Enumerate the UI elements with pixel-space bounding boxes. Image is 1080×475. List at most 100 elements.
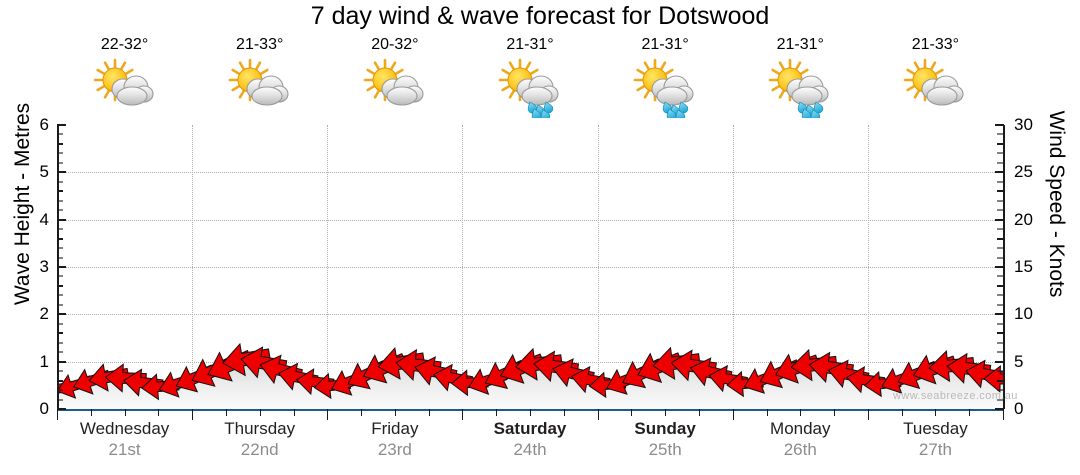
right-axis-tick-label: 15 bbox=[1014, 257, 1033, 276]
temperature-range: 21-31° bbox=[506, 36, 554, 53]
day-date: 26th bbox=[783, 440, 817, 459]
left-axis-tick bbox=[57, 218, 66, 221]
sun-behind-cloud-icon bbox=[226, 56, 294, 118]
day-header-row: 22-32° 21-33° 20-32° 21-31° 21-31° 21-31… bbox=[57, 36, 1003, 126]
right-axis-tick-label: 0 bbox=[1014, 399, 1024, 418]
right-axis-minor-tick bbox=[997, 341, 1003, 344]
day-header: 22-32° bbox=[57, 36, 192, 126]
left-axis-tick-label: 1 bbox=[39, 351, 49, 371]
x-axis-tick bbox=[563, 409, 565, 416]
day-date: 25th bbox=[648, 440, 682, 459]
right-axis-tick-label: 25 bbox=[1014, 162, 1033, 182]
right-axis-minor-tick bbox=[997, 133, 1003, 136]
gridline-day-separator bbox=[867, 125, 869, 409]
left-axis-minor-tick bbox=[57, 332, 63, 335]
right-axis-tick-label: 20 bbox=[1014, 209, 1033, 229]
wave-height-area bbox=[57, 353, 1003, 409]
x-axis-tick bbox=[428, 409, 430, 416]
right-axis-minor-tick bbox=[997, 294, 1003, 297]
day-header: 21-31° bbox=[733, 36, 868, 126]
temperature-range: 20-32° bbox=[371, 36, 419, 53]
day-name: Wednesday bbox=[79, 419, 170, 438]
gridline-horizontal bbox=[57, 219, 1003, 221]
gridline-day-separator bbox=[192, 125, 194, 409]
left-axis-minor-tick bbox=[57, 142, 63, 145]
temperature-range: 21-31° bbox=[776, 36, 824, 53]
gridline-day-separator bbox=[462, 125, 464, 409]
gridline-day-separator bbox=[327, 125, 329, 409]
x-axis-day-tick bbox=[597, 409, 599, 420]
x-axis-tick bbox=[361, 409, 363, 416]
right-axis-tick bbox=[995, 313, 1004, 316]
left-axis-minor-tick bbox=[57, 370, 63, 373]
left-axis-tick-label: 0 bbox=[39, 399, 49, 418]
right-axis-title: Wind Speed - Knots bbox=[1045, 110, 1068, 298]
left-axis-tick-label: 6 bbox=[39, 115, 49, 134]
left-axis-minor-tick bbox=[57, 190, 63, 193]
day-name: Sunday bbox=[634, 419, 696, 438]
left-axis-tick bbox=[57, 266, 66, 268]
day-header: 21-33° bbox=[868, 36, 1003, 126]
x-axis-day-tick bbox=[57, 409, 58, 420]
x-axis-tick bbox=[800, 409, 802, 416]
right-axis-tick bbox=[995, 171, 1004, 174]
x-axis-tick bbox=[969, 409, 971, 416]
left-axis-minor-tick bbox=[57, 398, 63, 401]
x-axis-tick bbox=[698, 409, 700, 416]
right-axis-minor-tick bbox=[997, 351, 1003, 354]
sun-behind-cloud-icon bbox=[901, 56, 969, 118]
left-axis-minor-tick bbox=[57, 351, 63, 354]
left-axis-tick bbox=[57, 124, 66, 126]
left-axis-minor-tick bbox=[57, 379, 63, 382]
gridline-horizontal bbox=[57, 172, 1003, 174]
x-axis-tick bbox=[496, 409, 498, 416]
right-axis-minor-tick bbox=[997, 322, 1003, 325]
x-axis-tick bbox=[124, 409, 126, 416]
right-axis-minor-tick bbox=[997, 209, 1003, 212]
left-axis-minor-tick bbox=[57, 237, 63, 240]
left-axis-minor-tick bbox=[57, 180, 63, 183]
day-header: 21-33° bbox=[192, 36, 327, 126]
day-footer: Sunday 25th bbox=[598, 418, 733, 470]
left-axis-tick bbox=[57, 313, 66, 316]
x-axis-tick bbox=[293, 409, 295, 416]
right-axis-minor-tick bbox=[997, 284, 1003, 287]
left-axis-minor-tick bbox=[57, 303, 63, 306]
chart-title: 7 day wind & wave forecast for Dotswood bbox=[310, 2, 770, 30]
x-axis-tick bbox=[394, 409, 396, 416]
right-axis-minor-tick bbox=[997, 379, 1003, 382]
x-axis-tick bbox=[90, 409, 92, 416]
x-axis-day-tick bbox=[462, 409, 464, 420]
x-axis-tick bbox=[935, 409, 937, 416]
x-axis-tick bbox=[158, 409, 160, 416]
x-axis-tick bbox=[766, 409, 768, 416]
wind-arrow-series bbox=[57, 342, 1003, 402]
left-axis-minor-tick bbox=[57, 161, 63, 164]
x-axis-tick bbox=[225, 409, 227, 416]
gridline-day-separator bbox=[597, 125, 599, 409]
right-axis-minor-tick bbox=[997, 190, 1003, 193]
left-axis-minor-tick bbox=[57, 209, 63, 212]
right-axis-tick bbox=[995, 218, 1004, 221]
left-axis-tick-label: 2 bbox=[39, 304, 49, 324]
temperature-range: 21-33° bbox=[236, 36, 284, 53]
right-axis-tick bbox=[995, 408, 1004, 410]
left-axis-tick-label: 5 bbox=[39, 162, 49, 182]
day-name: Tuesday bbox=[903, 419, 968, 438]
right-axis-minor-tick bbox=[997, 370, 1003, 373]
left-axis-tick-label: 4 bbox=[39, 209, 49, 229]
x-axis-tick bbox=[665, 409, 667, 416]
left-axis-minor-tick bbox=[57, 341, 63, 344]
temperature-range: 22-32° bbox=[100, 36, 149, 53]
day-name: Friday bbox=[371, 419, 419, 438]
day-header: 21-31° bbox=[462, 36, 597, 126]
right-axis-minor-tick bbox=[997, 389, 1003, 392]
left-axis-minor-tick bbox=[57, 152, 63, 155]
day-date: 27th bbox=[918, 440, 952, 459]
right-axis-tick bbox=[995, 360, 1004, 363]
watermark: www.seabreeze.com.au bbox=[893, 390, 1018, 402]
left-axis-tick bbox=[57, 171, 66, 174]
gridline-horizontal bbox=[57, 314, 1003, 316]
right-axis-tick-label: 30 bbox=[1014, 115, 1033, 134]
left-axis-tick bbox=[57, 360, 66, 363]
